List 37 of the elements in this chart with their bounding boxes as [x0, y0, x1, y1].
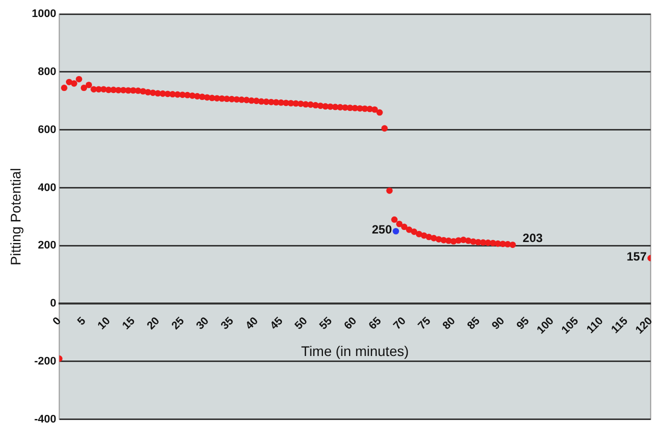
x-tick-label: 110 [584, 315, 606, 336]
x-tick-label: 95 [514, 315, 532, 332]
x-tick-label: 5 [75, 315, 88, 328]
x-tick-label: 115 [609, 315, 630, 336]
data-label: 157 [626, 249, 647, 264]
x-axis-title: Time (in minutes) [301, 343, 409, 360]
x-tick-label: 85 [465, 315, 482, 332]
x-tick-label: 35 [218, 315, 236, 332]
x-tick-label: 20 [144, 315, 162, 332]
data-label: 250 [372, 222, 392, 236]
y-tick-label: -200 [34, 356, 56, 368]
x-tick-label: 65 [366, 315, 384, 332]
x-tick-label: 50 [292, 315, 310, 332]
x-tick-label: 120 [633, 315, 655, 336]
x-tick-label: 30 [194, 315, 212, 332]
x-tick-label: 60 [342, 315, 360, 332]
x-tick-label: 45 [268, 315, 286, 332]
x-tick-label: 75 [416, 315, 434, 332]
y-tick-label: -400 [34, 413, 56, 426]
y-axis-title: Pitting Potential [7, 168, 24, 266]
x-tick-label: 25 [170, 315, 187, 332]
x-tick-label: 100 [534, 315, 556, 336]
x-tick-label: 10 [96, 315, 113, 332]
x-tick-label: 15 [120, 315, 138, 332]
x-tick-label: 70 [391, 315, 409, 332]
x-tick-label: 40 [244, 315, 261, 332]
y-tick-label: 400 [38, 182, 56, 194]
data-label: 203 [522, 231, 544, 246]
x-tick-label: 80 [440, 315, 458, 332]
x-tick-label: 90 [490, 315, 508, 332]
y-tick-label: 1000 [32, 8, 56, 20]
y-tick-label: 0 [50, 298, 56, 310]
y-tick-label: 800 [38, 66, 56, 78]
x-tick-label: 105 [560, 315, 582, 336]
y-tick-label: 600 [38, 124, 56, 136]
x-tick-label: 55 [317, 315, 335, 332]
y-tick-label: 200 [38, 240, 56, 252]
